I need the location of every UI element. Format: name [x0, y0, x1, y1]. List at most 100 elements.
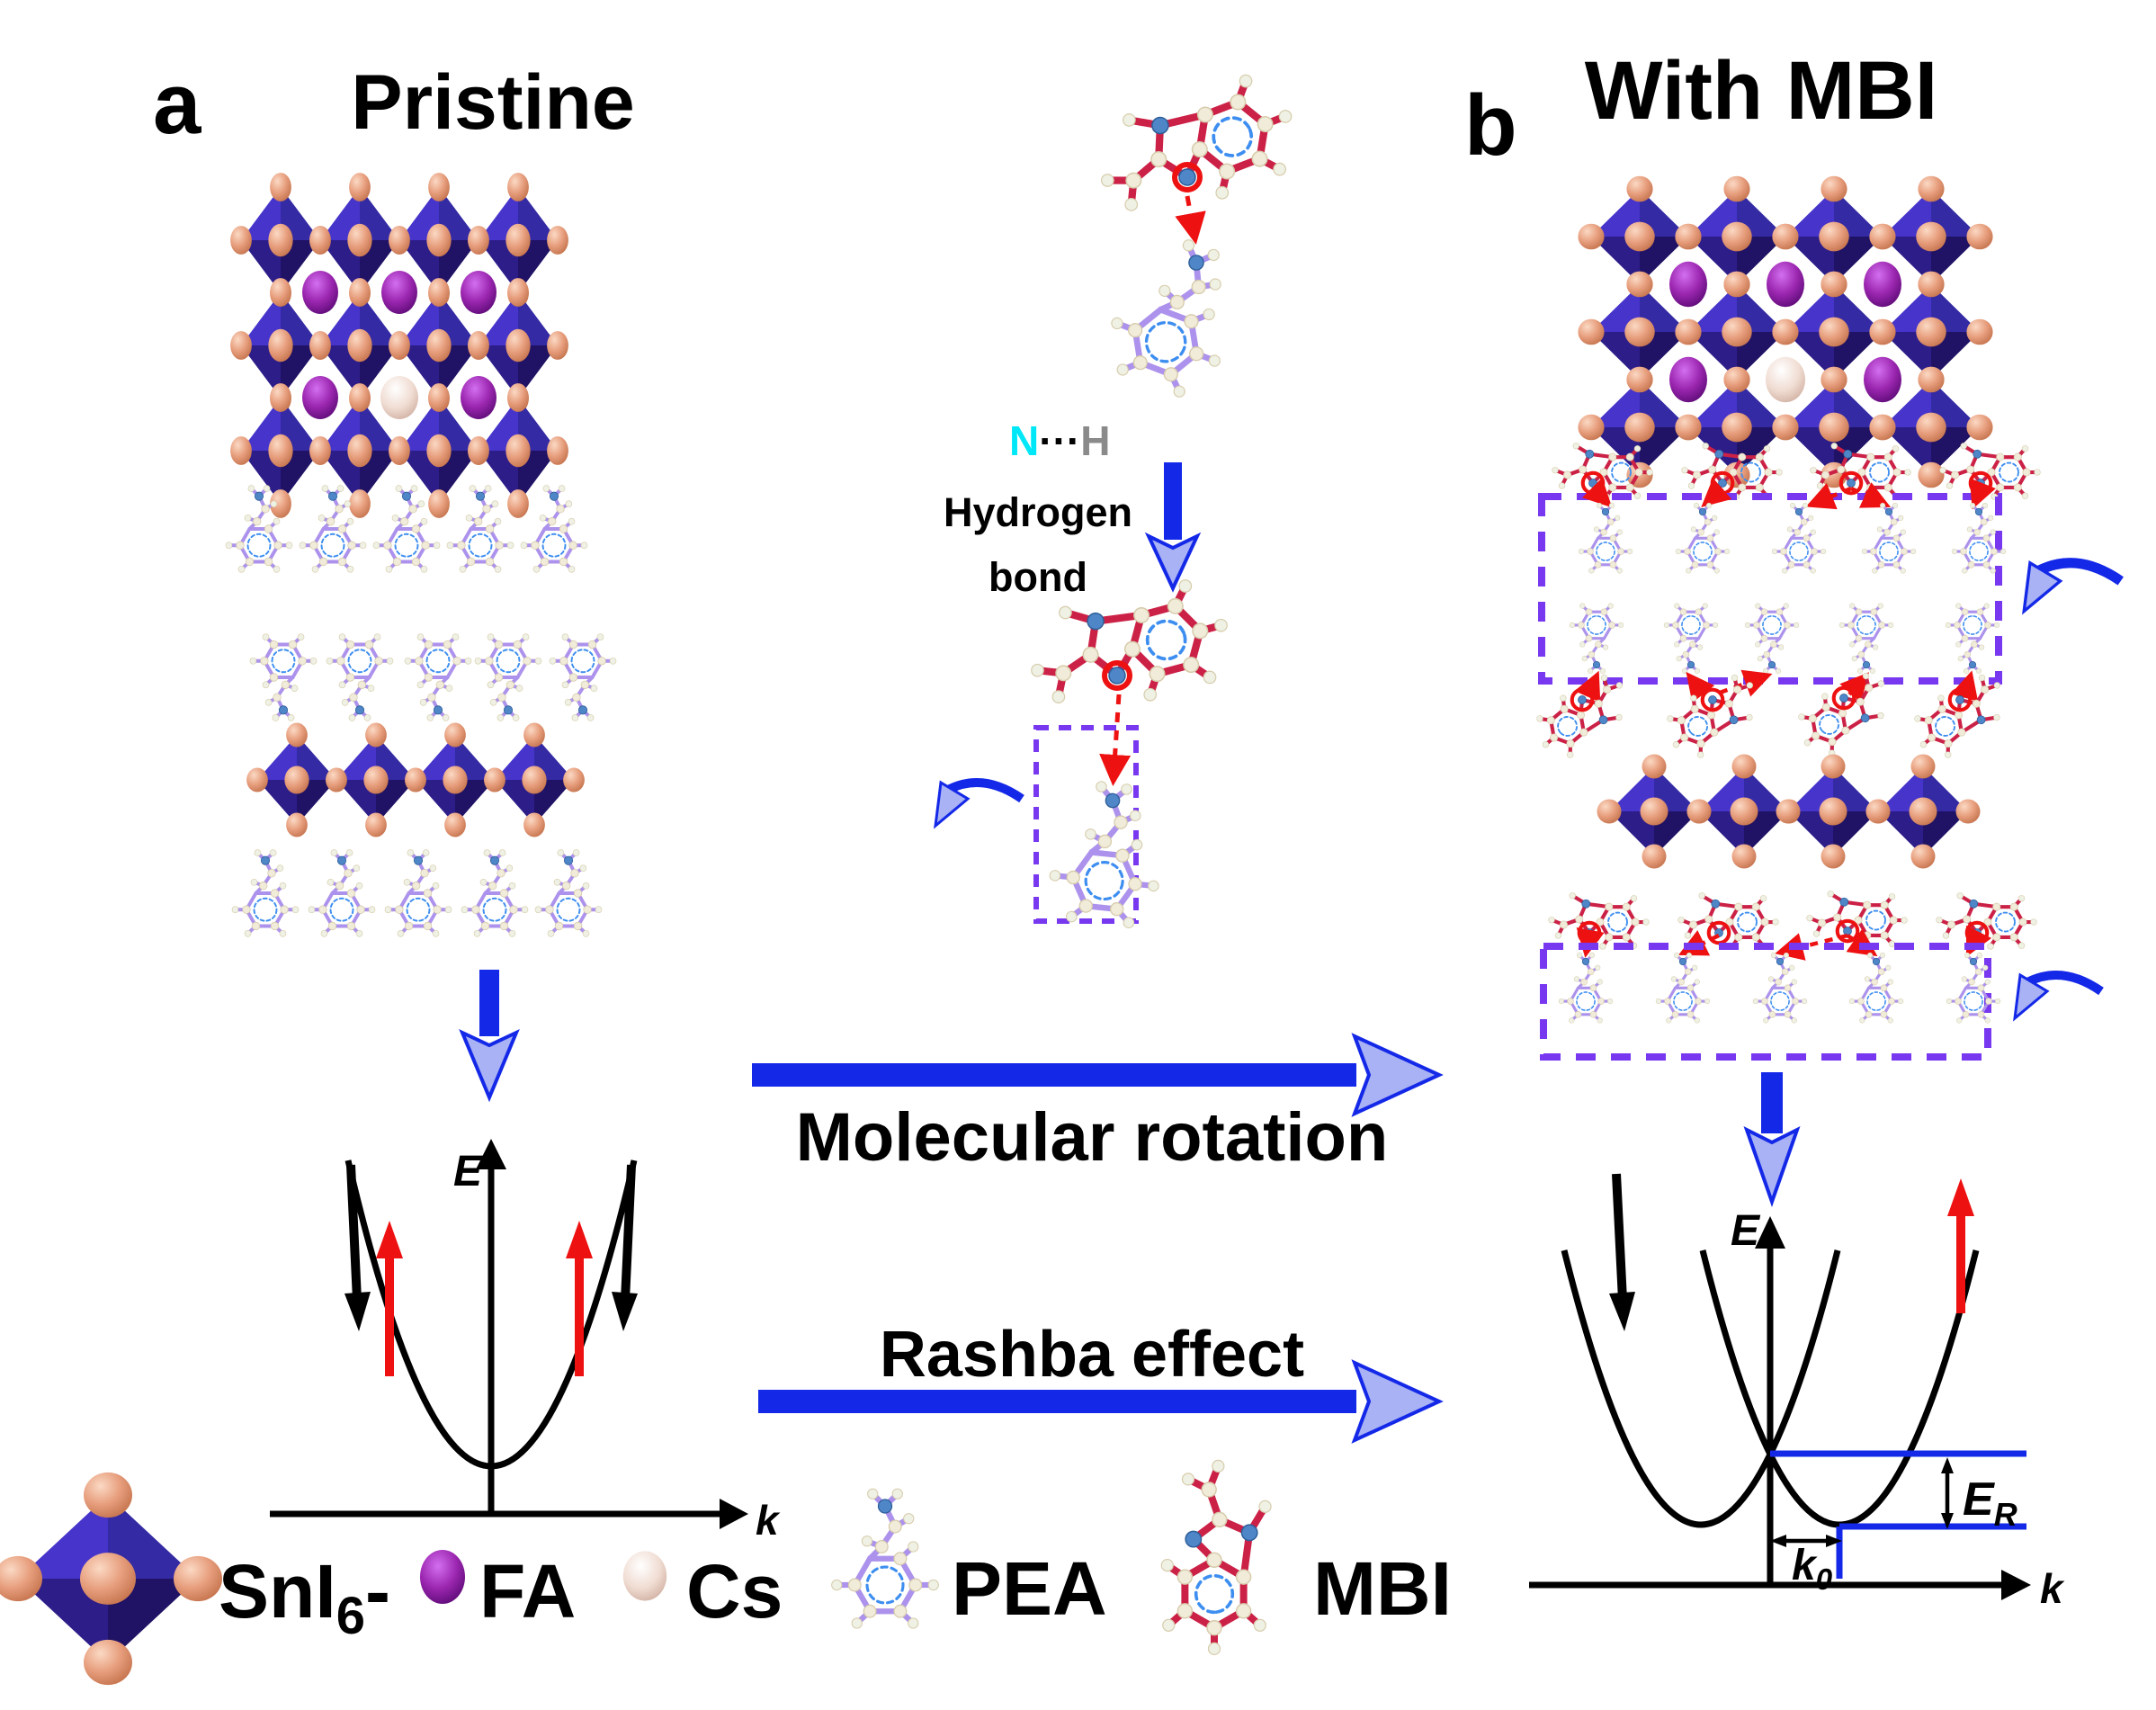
mbi-molecule-circled — [1937, 892, 2037, 949]
sni6-main-text: SnI — [219, 1549, 336, 1634]
pea-molecule — [533, 847, 604, 939]
octahedron — [1865, 754, 1981, 869]
pea-layer-a-bottom — [230, 847, 604, 939]
mbi-molecule-circled — [1678, 892, 1779, 949]
rashba-energy-label: ER — [1963, 1473, 2017, 1533]
pea-molecule — [519, 483, 589, 575]
k0-momentum-label: k0 — [1792, 1542, 1833, 1596]
band-diagram-pristine: E k — [270, 1139, 781, 1544]
fa-cation — [461, 271, 497, 314]
nh-dots-text: ··· — [1039, 417, 1080, 464]
mbi-row-3 — [1549, 891, 2037, 949]
n-atom-text: N — [1009, 417, 1039, 464]
fa-cation — [1669, 261, 1707, 308]
legend-octahedron-icon — [0, 1472, 222, 1686]
octahedra-sheet-b — [1597, 754, 1981, 869]
rashba-effect-label: Rashba effect — [880, 1319, 1304, 1391]
octahedron — [484, 722, 585, 837]
panel-a: a Pristine — [153, 56, 781, 1544]
e-axis-label: E — [1731, 1207, 1761, 1255]
pea-molecule — [445, 483, 515, 575]
perovskite-slab-b — [1578, 175, 1993, 488]
sni6-minus-text: - — [365, 1549, 390, 1634]
pea-molecule — [325, 631, 395, 723]
k-axis-arrowhead — [720, 1499, 748, 1529]
hydrogen-bond-panel: N···H Hydrogen bond Molecular rotation R… — [752, 59, 1444, 1444]
legend-cs-icon — [622, 1551, 667, 1601]
er-sub-text: R — [1994, 1496, 2017, 1533]
pea-molecule — [1838, 602, 1895, 676]
pea-molecule — [1770, 501, 1828, 575]
mbi-row-2 — [1525, 659, 2017, 769]
mbi-molecule — [1082, 59, 1311, 237]
fa-cation — [302, 376, 338, 419]
rotation-arrow-icon — [2024, 563, 2121, 612]
er-double-arrow — [1941, 1457, 1954, 1529]
fa-cation — [381, 271, 417, 314]
fa-cation — [1864, 356, 1901, 403]
pea-molecule — [1751, 951, 1809, 1025]
spin-down-arrow-right — [612, 1164, 638, 1331]
k-axis-arrowhead — [2001, 1570, 2031, 1600]
hydrogen-bond-text-line1: Hydrogen — [944, 489, 1132, 535]
k-axis-label: k — [756, 1497, 781, 1544]
pea-molecule — [1945, 951, 2002, 1025]
pea-molecule — [383, 847, 453, 939]
rashba-effect-arrow — [758, 1359, 1444, 1444]
fa-cation — [1767, 261, 1804, 308]
cs-cation — [380, 376, 418, 419]
pea-molecule — [1847, 951, 1905, 1025]
pea-molecule — [1944, 602, 2001, 676]
legend-mbi-icon — [1161, 1460, 1271, 1654]
legend-cs-label: Cs — [686, 1549, 783, 1634]
mbi-pea-pair-after — [935, 567, 1241, 930]
hbond-arrows-box2 — [1576, 925, 1992, 961]
e-axis-arrowhead — [476, 1139, 506, 1169]
pea-molecule — [1045, 777, 1169, 931]
pea-molecule — [1096, 224, 1257, 406]
legend: SnI6- FA Cs PEA MBI — [0, 1460, 1452, 1686]
pea-molecule — [473, 631, 543, 723]
octahedra-sheet-a — [246, 722, 585, 837]
hbond-arrows-box1-top — [1581, 477, 1996, 510]
hydrogen-bond-dashed-arrow — [1175, 195, 1206, 245]
rashba-band-right — [1699, 1249, 1980, 1528]
panel-b: b With MBI — [1464, 45, 2121, 1612]
molecular-rotation-arrow — [752, 1033, 1444, 1117]
rashba-band-left — [1561, 1249, 1841, 1528]
nitrogen-highlight-circle — [1102, 660, 1132, 691]
pea-molecule — [1654, 951, 1712, 1025]
e-axis-arrowhead — [1755, 1216, 1785, 1249]
legend-mbi-label: MBI — [1313, 1546, 1452, 1631]
rotation-arrow-icon — [2015, 975, 2101, 1018]
panel-b-label: b — [1464, 77, 1517, 174]
spin-up-arrow — [1947, 1178, 1974, 1313]
down-arrow-b — [1743, 1072, 1801, 1208]
pea-molecule — [307, 847, 377, 939]
pea-bilayer-dashed-box — [1538, 493, 2002, 685]
nitrogen-highlight-circle — [1172, 162, 1203, 192]
mbi-molecule-circled — [1549, 892, 1650, 949]
k0-double-arrow — [1770, 1535, 1842, 1547]
down-arrow-a — [459, 970, 520, 1103]
band-diagram-rashba: E k ER k0 — [1529, 1173, 2065, 1612]
pea-molecule — [1568, 602, 1625, 676]
hydrogen-bond-dashed-arrow — [1099, 694, 1132, 786]
spin-up-arrow-right — [566, 1221, 593, 1376]
mbi-molecule-circled — [1552, 443, 1653, 499]
er-main-text: E — [1963, 1473, 1995, 1526]
legend-fa-icon — [420, 1550, 465, 1604]
mbi-molecule-circled — [1787, 659, 1901, 767]
pea-molecule — [1557, 951, 1615, 1025]
legend-pea-label: PEA — [952, 1546, 1107, 1631]
pea-molecule — [1577, 501, 1634, 575]
spin-down-arrow-left — [344, 1164, 371, 1331]
legend-fa-label: FA — [479, 1549, 576, 1634]
pea-molecule — [1743, 602, 1801, 676]
mbi-molecule-circled — [1656, 661, 1769, 769]
panel-a-label: a — [153, 56, 201, 152]
sni6-sub-text: 6 — [336, 1587, 365, 1645]
spin-up-arrow-left — [376, 1221, 403, 1376]
